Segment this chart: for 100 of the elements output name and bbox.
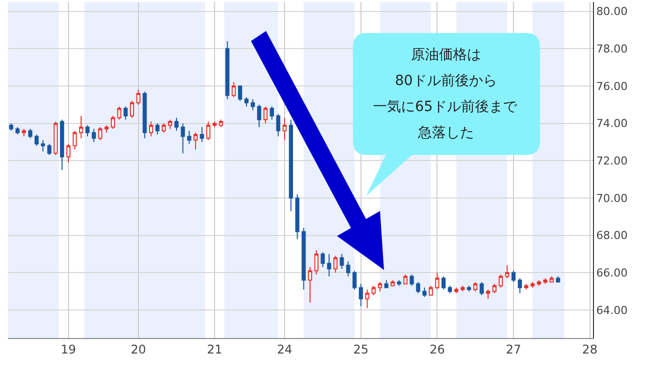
candlestick (397, 280, 402, 286)
candlestick (460, 285, 465, 292)
annotation: 80ドル前後から (395, 73, 497, 89)
candlestick (110, 115, 115, 130)
y-tick-label: 80.00 (596, 5, 628, 18)
candlestick (238, 86, 242, 102)
candlestick (257, 104, 262, 128)
candlestick (168, 119, 172, 130)
candlestick (250, 98, 255, 111)
y-tick-label: 68.00 (596, 229, 628, 242)
candlestick (124, 106, 128, 120)
candlestick (282, 117, 287, 141)
candlestick (346, 260, 350, 277)
candlestick (410, 274, 414, 286)
candlestick (550, 276, 554, 282)
candlestick (505, 264, 510, 279)
candlestick (358, 283, 363, 307)
candlestick (72, 130, 77, 150)
candlestick (206, 120, 210, 141)
candlestick (225, 40, 230, 100)
annotation: 原油価格は (411, 47, 481, 63)
candlestick (314, 250, 318, 276)
x-tick-label: 26 (430, 342, 445, 356)
candlestick (403, 274, 408, 284)
candlestick (187, 130, 192, 144)
candlestick (480, 282, 484, 296)
candlestick (518, 278, 522, 294)
y-tick-label: 70.00 (596, 192, 628, 205)
y-tick-label: 78.00 (596, 42, 628, 56)
candlestick (327, 254, 332, 277)
x-tick-label: 27 (506, 342, 522, 356)
x-tick-label: 24 (276, 342, 292, 356)
candlestick (40, 140, 46, 152)
candlestick (556, 276, 560, 282)
candlestick (218, 119, 224, 128)
candlestick (22, 128, 26, 137)
candlestick (530, 282, 535, 288)
candlestick (473, 282, 478, 292)
candlestick (390, 280, 395, 286)
candlestick (232, 82, 236, 98)
candlestick (15, 126, 20, 136)
candlestick (117, 106, 122, 120)
candlestick (511, 270, 516, 282)
candlestick (54, 120, 58, 156)
candlestick (174, 117, 179, 132)
candlestick (378, 282, 382, 292)
candlestick (130, 100, 134, 118)
candlestick (162, 122, 166, 134)
candlestick (288, 119, 294, 212)
candlestick (448, 285, 452, 294)
candlestick (543, 278, 548, 284)
candlestick (340, 254, 344, 270)
candlestick (302, 227, 306, 290)
candlestick (9, 122, 14, 132)
annotation: 急落した (417, 125, 474, 141)
candlestick (422, 287, 427, 298)
x-tick-label: 28 (582, 342, 598, 356)
candlestick (92, 128, 96, 142)
candlestick (212, 120, 217, 128)
y-tick-label: 64.00 (596, 304, 628, 317)
candlestick (536, 280, 542, 286)
candlestick (442, 276, 446, 290)
candlestick (149, 120, 154, 137)
candlestick (244, 96, 249, 108)
candlestick (308, 266, 312, 304)
candlestick (263, 106, 268, 124)
x-tick-label: 21 (207, 342, 222, 356)
candlestick (498, 274, 503, 288)
x-tick-label: 20 (130, 342, 146, 356)
candlestick (104, 124, 109, 134)
candlestick (492, 283, 496, 294)
candlestick (270, 106, 274, 120)
candlestick (524, 283, 528, 290)
candlestick (194, 132, 198, 150)
candlestick (47, 143, 52, 156)
candlestick (372, 285, 376, 296)
candlestick (85, 124, 90, 137)
x-tick-label: 25 (353, 342, 369, 356)
candlestick (428, 285, 433, 296)
annotation: 一気に65ドル前後まで (373, 99, 518, 115)
candlestick (276, 114, 280, 137)
candlestick (333, 255, 338, 274)
candlestick (200, 126, 204, 142)
candlestick (352, 270, 357, 290)
candlestick (180, 122, 185, 154)
candlestick (320, 252, 325, 268)
y-tick-label: 72.00 (596, 154, 628, 168)
candlestick (98, 126, 102, 141)
candlestick (155, 122, 160, 136)
candlestick (365, 288, 370, 309)
y-tick-label: 66.00 (596, 266, 628, 280)
candlestick (79, 115, 84, 139)
candlestick (435, 272, 440, 290)
x-tick-label: 19 (60, 342, 76, 356)
candlestick (454, 287, 458, 294)
candlestick (66, 143, 70, 164)
candlestick (384, 280, 388, 288)
y-tick-label: 74.00 (596, 117, 628, 130)
candlestick (295, 194, 300, 240)
candlestick (34, 134, 39, 146)
